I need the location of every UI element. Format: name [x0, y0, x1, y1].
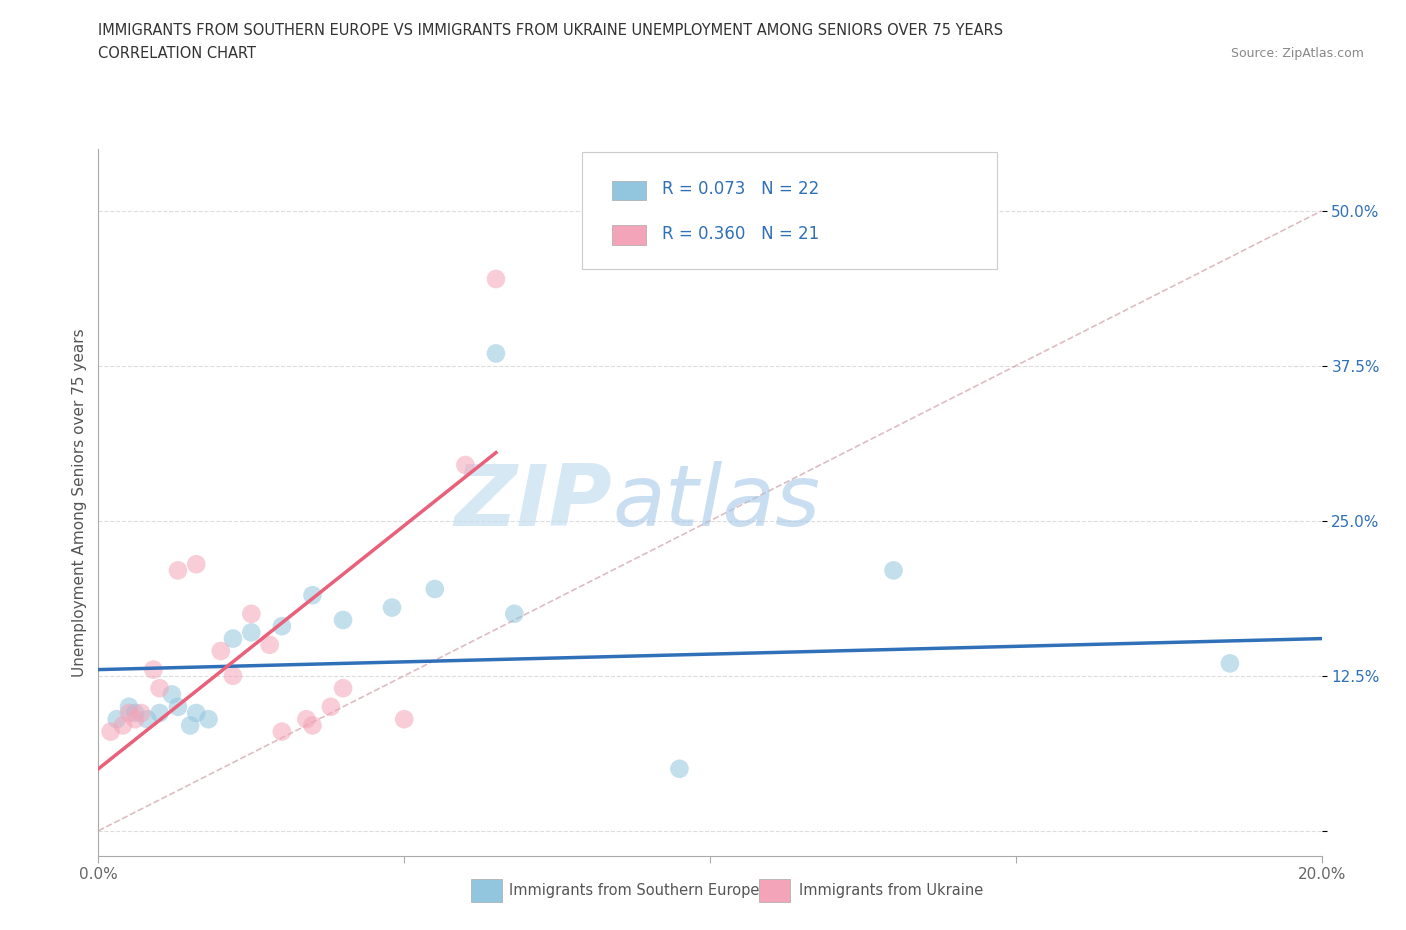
Point	[485, 346, 508, 361]
Point	[270, 724, 292, 739]
Point	[105, 711, 128, 726]
Point	[668, 762, 690, 777]
Point	[392, 711, 416, 726]
Point	[118, 699, 141, 714]
Point	[295, 711, 318, 726]
Point	[319, 699, 342, 714]
Text: atlas: atlas	[612, 460, 820, 544]
Point	[222, 631, 245, 646]
Text: Source: ZipAtlas.com: Source: ZipAtlas.com	[1230, 46, 1364, 60]
Text: Immigrants from Ukraine: Immigrants from Ukraine	[799, 883, 983, 898]
Point	[118, 706, 141, 721]
Point	[149, 681, 172, 696]
Point	[301, 588, 323, 603]
Point	[381, 600, 404, 615]
Point	[270, 618, 292, 633]
Text: Immigrants from Southern Europe: Immigrants from Southern Europe	[509, 883, 759, 898]
Point	[136, 711, 159, 726]
Point	[209, 644, 232, 658]
Point	[485, 272, 508, 286]
Point	[186, 557, 208, 572]
Point	[142, 662, 165, 677]
Point	[160, 687, 183, 702]
Point	[332, 613, 354, 628]
Point	[186, 706, 208, 721]
Point	[332, 681, 354, 696]
Point	[1219, 656, 1241, 671]
Point	[454, 458, 477, 472]
Point	[149, 706, 172, 721]
Y-axis label: Unemployment Among Seniors over 75 years: Unemployment Among Seniors over 75 years	[72, 328, 87, 676]
Point	[240, 606, 263, 621]
Point	[197, 711, 219, 726]
Point	[100, 724, 122, 739]
Point	[124, 711, 146, 726]
Text: ZIP: ZIP	[454, 460, 612, 544]
Text: R = 0.073   N = 22: R = 0.073 N = 22	[662, 180, 820, 198]
Point	[240, 625, 263, 640]
Point	[301, 718, 323, 733]
Text: R = 0.360   N = 21: R = 0.360 N = 21	[662, 225, 820, 243]
Point	[423, 581, 446, 596]
Point	[259, 637, 281, 652]
Point	[883, 563, 905, 578]
Text: CORRELATION CHART: CORRELATION CHART	[98, 46, 256, 61]
FancyBboxPatch shape	[612, 180, 647, 200]
Point	[129, 706, 152, 721]
Text: IMMIGRANTS FROM SOUTHERN EUROPE VS IMMIGRANTS FROM UKRAINE UNEMPLOYMENT AMONG SE: IMMIGRANTS FROM SOUTHERN EUROPE VS IMMIG…	[98, 23, 1004, 38]
Point	[179, 718, 201, 733]
Point	[124, 706, 146, 721]
FancyBboxPatch shape	[612, 225, 647, 245]
Point	[167, 563, 190, 578]
Point	[111, 718, 134, 733]
Point	[167, 699, 190, 714]
FancyBboxPatch shape	[582, 153, 997, 269]
Point	[222, 669, 245, 684]
Point	[503, 606, 526, 621]
